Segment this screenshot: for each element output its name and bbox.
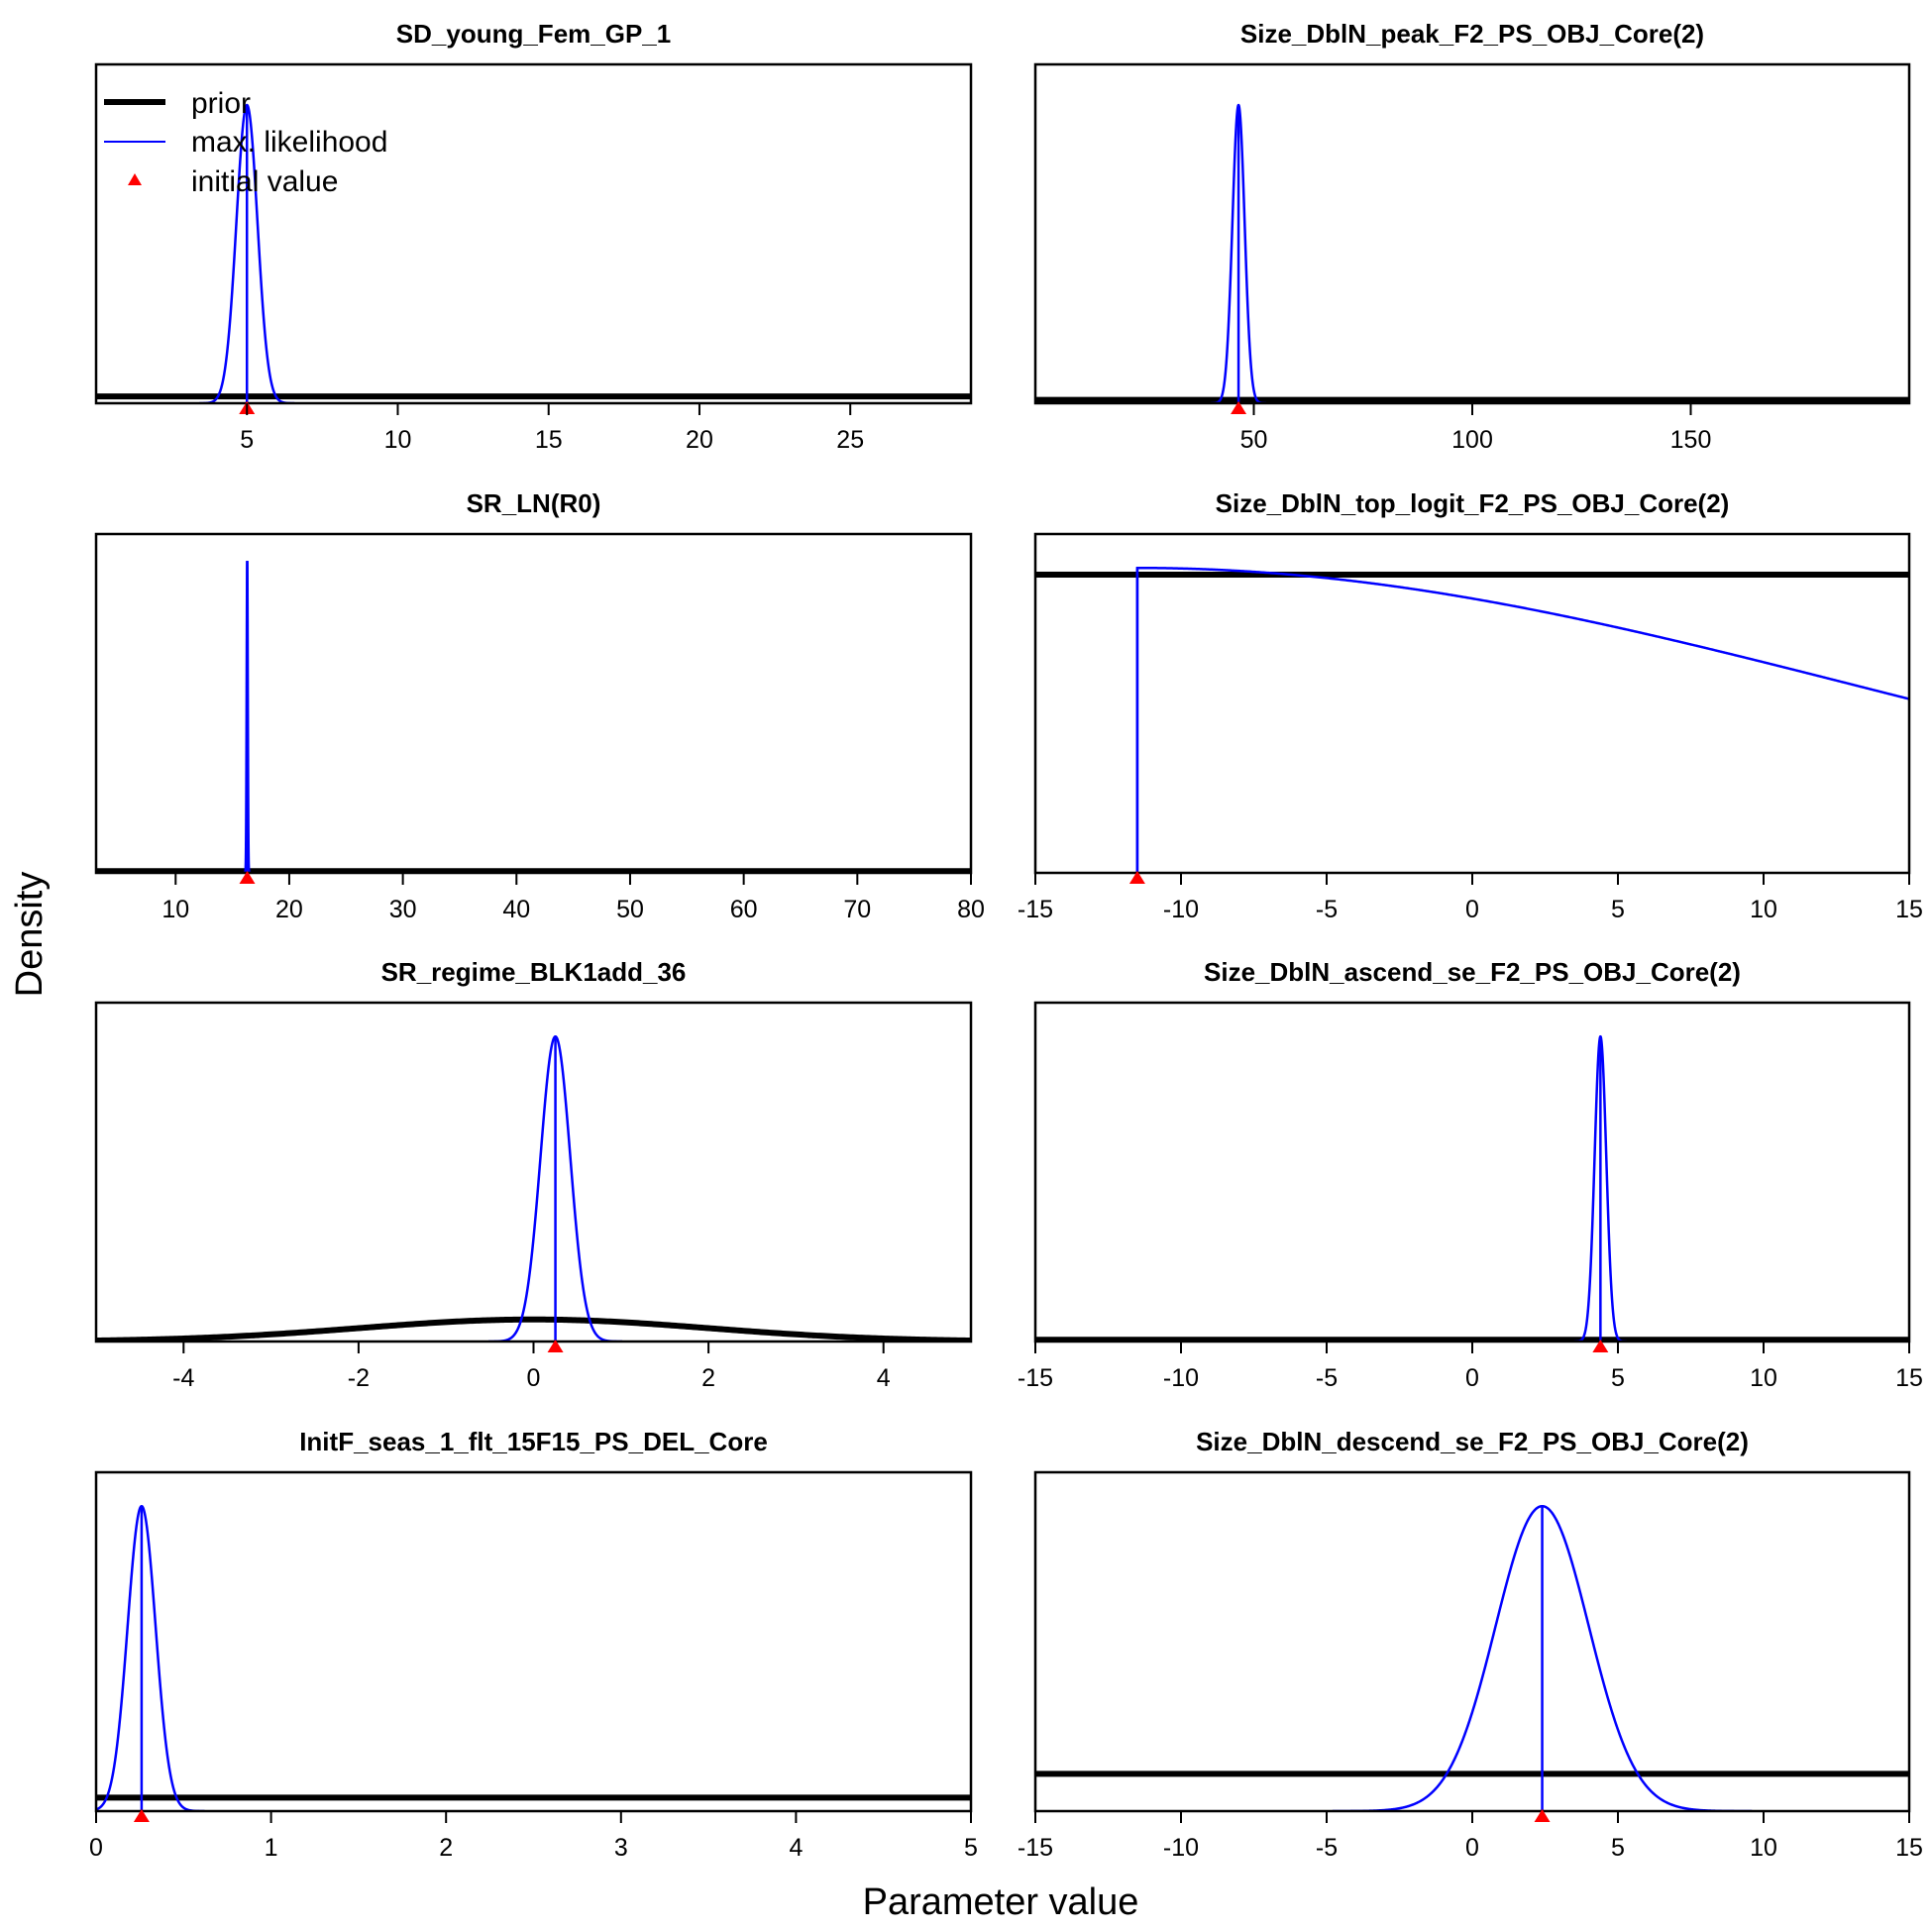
panel-frame	[94, 62, 973, 405]
x-tick-label: 10	[1750, 1364, 1777, 1392]
x-tick-label: 4	[877, 1364, 891, 1392]
plot-area	[1035, 1034, 1909, 1342]
panels-group: SD_young_Fem_GP_15 10 15 20 25Size_DblN_peak…	[89, 19, 1923, 1862]
x-tick-label: -4	[172, 1364, 194, 1392]
x-tick-label: 0	[89, 1834, 103, 1862]
mle-curve	[1135, 566, 1909, 873]
x-tick-label: 10	[1750, 1834, 1777, 1862]
x-tick-label: 5	[240, 426, 254, 454]
x-tick-label: 25	[836, 426, 864, 454]
initial-value-marker	[1128, 871, 1145, 884]
x-tick-label: 20	[686, 426, 713, 454]
plot-area	[1035, 566, 1909, 873]
panel-1: SD_young_Fem_GP_1 5 10 15 20 25	[94, 19, 973, 454]
panel-title: SR_LN(R0)	[467, 488, 601, 518]
panel-frame	[1033, 532, 1911, 875]
legend-mle-label: max. likelihood	[191, 126, 387, 159]
x-tick-label: 60	[730, 896, 758, 923]
plot-area	[96, 103, 971, 403]
mle-curve	[96, 1504, 205, 1811]
x-axis-title: Parameter value	[863, 1881, 1139, 1923]
prior-curve	[96, 1316, 971, 1342]
panel-title: Size_DblN_descend_se_F2_PS_OBJ_Core(2)	[1196, 1427, 1749, 1456]
x-tick-label: 15	[1895, 1364, 1923, 1392]
x-tick-label: 5	[1611, 1834, 1625, 1862]
x-tick-label: 15	[535, 426, 563, 454]
x-tick-label: 5	[1611, 896, 1625, 923]
x-tick-label: 10	[161, 896, 189, 923]
initial-value-marker	[1534, 1809, 1551, 1822]
panel-frame	[94, 1470, 973, 1813]
panel-6: Size_DblN_ascend_se_F2_PS_OBJ_Core(2) -15…	[1018, 957, 1923, 1392]
panel-frame	[1033, 62, 1911, 405]
x-tick-label: 10	[384, 426, 412, 454]
panel-2: Size_DblN_peak_F2_PS_OBJ_Core(2) 50 100 150	[1033, 19, 1911, 454]
panel-8: Size_DblN_descend_se_F2_PS_OBJ_Core(2) -1…	[1018, 1427, 1923, 1862]
x-tick-label: 4	[789, 1834, 803, 1862]
x-tick-label: -10	[1163, 896, 1199, 923]
panel-4: Size_DblN_top_logit_F2_PS_OBJ_Core(2) -15…	[1018, 488, 1923, 923]
x-tick-label: 2	[439, 1834, 453, 1862]
legend-prior-label: prior	[191, 87, 251, 120]
panel-title: Size_DblN_top_logit_F2_PS_OBJ_Core(2)	[1216, 488, 1730, 518]
initial-value-marker	[133, 1809, 150, 1822]
plot-area	[96, 561, 971, 873]
x-tick-label: -10	[1163, 1364, 1199, 1392]
x-tick-label: 0	[1465, 896, 1479, 923]
plot-area	[1035, 103, 1909, 403]
panel-title: SR_regime_BLK1add_36	[381, 957, 687, 987]
x-tick-label: 150	[1670, 426, 1712, 454]
panel-frame	[94, 532, 973, 875]
x-tick-label: 100	[1451, 426, 1493, 454]
legend-initial-marker	[128, 173, 142, 185]
legend-initial-label: initial value	[191, 165, 338, 198]
x-tick-label: 0	[1465, 1834, 1479, 1862]
x-tick-label: -5	[1316, 896, 1338, 923]
x-tick-label: 2	[701, 1364, 715, 1392]
x-tick-label: 20	[275, 896, 303, 923]
x-tick-label: -10	[1163, 1834, 1199, 1862]
x-tick-label: 70	[843, 896, 871, 923]
x-tick-label: 15	[1895, 1834, 1923, 1862]
initial-value-marker	[1231, 401, 1247, 414]
x-tick-label: 0	[527, 1364, 541, 1392]
x-tick-label: 0	[1465, 1364, 1479, 1392]
x-tick-label: -2	[348, 1364, 370, 1392]
x-tick-label: 3	[614, 1834, 628, 1862]
plot-area	[96, 1504, 971, 1811]
y-axis-title: Density	[9, 872, 51, 998]
x-tick-label: 5	[1611, 1364, 1625, 1392]
x-tick-label: -15	[1018, 1834, 1053, 1862]
panel-title: InitF_seas_1_flt_15F15_PS_DEL_Core	[299, 1427, 768, 1456]
x-tick-label: -15	[1018, 1364, 1053, 1392]
initial-value-marker	[547, 1340, 564, 1352]
panel-7: InitF_seas_1_flt_15F15_PS_DEL_Core 0 1 2 3 4 5	[89, 1427, 978, 1862]
x-tick-label: 50	[616, 896, 644, 923]
x-tick-label: 40	[502, 896, 530, 923]
x-tick-label: -15	[1018, 896, 1053, 923]
x-tick-label: 30	[389, 896, 417, 923]
x-tick-label: 80	[957, 896, 985, 923]
x-tick-label: -5	[1316, 1364, 1338, 1392]
plot-area	[1035, 1504, 1909, 1811]
panel-title: Size_DblN_ascend_se_F2_PS_OBJ_Core(2)	[1204, 957, 1741, 987]
panel-frame	[1033, 1001, 1911, 1343]
initial-value-marker	[239, 871, 256, 884]
panel-frame	[94, 1001, 973, 1343]
x-tick-label: 5	[964, 1834, 978, 1862]
panel-frame	[1033, 1470, 1911, 1813]
x-tick-label: -5	[1316, 1834, 1338, 1862]
legend: prior max. likelihood initial value	[104, 87, 387, 198]
x-tick-label: 50	[1240, 426, 1268, 454]
plot-area	[96, 1034, 971, 1342]
initial-value-marker	[1592, 1340, 1609, 1352]
x-tick-label: 15	[1895, 896, 1923, 923]
panel-title: SD_young_Fem_GP_1	[396, 19, 671, 49]
panel-3: SR_LN(R0) 10 20 30 40 50 60 70 80	[94, 488, 985, 923]
panel-title: Size_DblN_peak_F2_PS_OBJ_Core(2)	[1240, 19, 1704, 49]
panel-5: SR_regime_BLK1add_36 -4 -2 0 2 4	[94, 957, 973, 1392]
x-tick-label: 1	[265, 1834, 278, 1862]
x-tick-label: 10	[1750, 896, 1777, 923]
